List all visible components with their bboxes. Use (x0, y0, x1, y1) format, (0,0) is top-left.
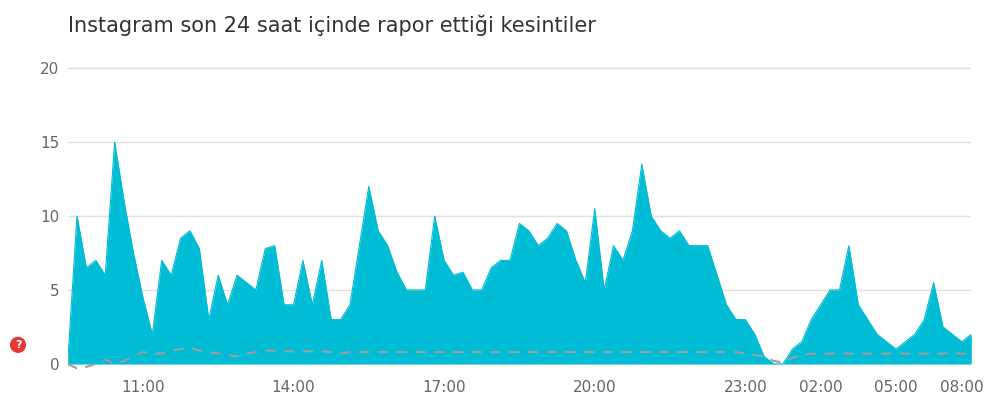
Text: Instagram son 24 saat içinde rapor ettiği kesintiler: Instagram son 24 saat içinde rapor ettiğ… (68, 15, 595, 36)
Text: ?: ? (15, 340, 21, 350)
